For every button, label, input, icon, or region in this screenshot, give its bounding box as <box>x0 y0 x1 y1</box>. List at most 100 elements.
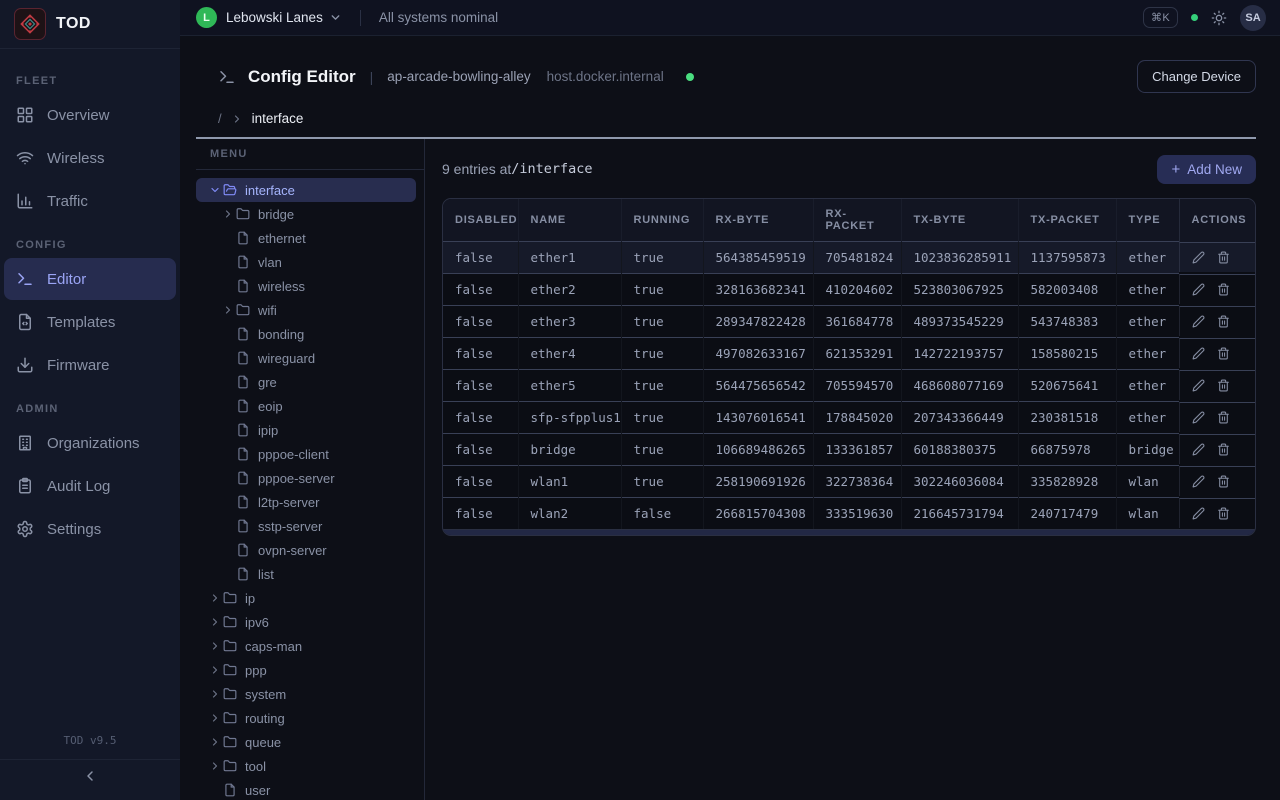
sidebar-item-audit-log[interactable]: Audit Log <box>4 465 176 507</box>
delete-button[interactable] <box>1217 283 1230 296</box>
tree-item-eoip[interactable]: eoip <box>196 394 416 418</box>
tree-item-sstp-server[interactable]: sstp-server <box>196 514 416 538</box>
edit-button[interactable] <box>1192 283 1205 296</box>
folder-icon <box>223 639 237 653</box>
cell-tx-packet: 582003408 <box>1017 273 1116 306</box>
edit-button[interactable] <box>1192 251 1205 264</box>
delete-button[interactable] <box>1217 443 1230 456</box>
tree-item-ovpn-server[interactable]: ovpn-server <box>196 538 416 562</box>
table-row-ether2: false ether2 true 328163682341 410204602 5238… <box>443 273 1255 306</box>
edit-button[interactable] <box>1192 379 1205 392</box>
sidebar-item-settings[interactable]: Settings <box>4 508 176 550</box>
chevron-right-icon[interactable] <box>219 208 236 220</box>
table-row-wlan2: false wlan2 false 266815704308 333519630 2166… <box>443 497 1255 529</box>
topbar-divider <box>359 9 361 26</box>
tree-item-ethernet[interactable]: ethernet <box>196 226 416 250</box>
add-new-button[interactable]: + Add New <box>1157 154 1256 184</box>
change-device-button[interactable]: Change Device <box>1137 60 1256 93</box>
sidebar-item-organizations[interactable]: Organizations <box>4 422 176 464</box>
tree-item-label: routing <box>245 710 285 726</box>
chevron-right-icon[interactable] <box>206 664 223 676</box>
sidebar-item-overview[interactable]: Overview <box>4 94 176 136</box>
chevron-down-icon[interactable] <box>206 184 223 196</box>
tree-item-caps-man[interactable]: caps-man <box>196 634 416 658</box>
org-switcher[interactable]: Lebowski Lanes <box>226 10 323 25</box>
edit-button[interactable] <box>1192 475 1205 488</box>
chevron-right-icon[interactable] <box>206 736 223 748</box>
tree-item-ppp[interactable]: ppp <box>196 658 416 682</box>
entries-summary: 9 entries at <box>442 161 512 177</box>
user-avatar[interactable]: SA <box>1240 4 1266 31</box>
theme-toggle-sun-icon[interactable] <box>1211 10 1227 26</box>
chevron-right-icon[interactable] <box>206 688 223 700</box>
edit-button[interactable] <box>1192 411 1205 424</box>
delete-button[interactable] <box>1217 251 1230 264</box>
chevron-right-icon[interactable] <box>206 712 223 724</box>
tree-item-bonding[interactable]: bonding <box>196 322 416 346</box>
collapse-sidebar-button[interactable] <box>82 768 98 784</box>
delete-button[interactable] <box>1217 315 1230 328</box>
cell-name: ether5 <box>517 369 621 402</box>
tree-item-wireguard[interactable]: wireguard <box>196 346 416 370</box>
tree-item-wifi[interactable]: wifi <box>196 298 416 322</box>
cell-actions <box>1179 337 1255 368</box>
chevron-right-icon[interactable] <box>206 616 223 628</box>
tree-item-wireless[interactable]: wireless <box>196 274 416 298</box>
delete-button[interactable] <box>1217 379 1230 392</box>
tree-item-queue[interactable]: queue <box>196 730 416 754</box>
tree-item-vlan[interactable]: vlan <box>196 250 416 274</box>
tree-item-ipip[interactable]: ipip <box>196 418 416 442</box>
delete-button[interactable] <box>1217 411 1230 424</box>
device-host: host.docker.internal <box>546 69 664 84</box>
sidebar-item-templates[interactable]: Templates <box>4 301 176 343</box>
tree-item-label: user <box>245 782 271 798</box>
tree-item-list[interactable]: list <box>196 562 416 586</box>
edit-button[interactable] <box>1192 443 1205 456</box>
delete-button[interactable] <box>1217 347 1230 360</box>
sidebar-item-label: Firmware <box>47 356 110 374</box>
edit-button[interactable] <box>1192 315 1205 328</box>
chevron-right-icon[interactable] <box>206 760 223 772</box>
file-icon <box>236 255 250 269</box>
interface-table: DISABLED NAME RUNNING RX-BYTE RX-PACKET TX-BY… <box>442 198 1256 536</box>
chevron-right-icon[interactable] <box>206 592 223 604</box>
tree-item-gre[interactable]: gre <box>196 370 416 394</box>
cell-tx-packet: 335828928 <box>1017 465 1116 498</box>
tree-item-interface[interactable]: interface <box>196 178 416 202</box>
tree-item-routing[interactable]: routing <box>196 706 416 730</box>
tree-item-ip[interactable]: ip <box>196 586 416 610</box>
file-code-icon <box>16 313 34 331</box>
tree-item-pppoe-server[interactable]: pppoe-server <box>196 466 416 490</box>
cell-actions <box>1179 433 1255 464</box>
edit-button[interactable] <box>1192 507 1205 520</box>
tree-item-ipv6[interactable]: ipv6 <box>196 610 416 634</box>
file-icon <box>236 351 250 365</box>
sidebar-item-editor[interactable]: Editor <box>4 258 176 300</box>
sidebar-item-firmware[interactable]: Firmware <box>4 344 176 386</box>
file-icon <box>236 495 250 509</box>
tree-item-system[interactable]: system <box>196 682 416 706</box>
cell-name: wlan1 <box>517 465 621 498</box>
tree-item-pppoe-client[interactable]: pppoe-client <box>196 442 416 466</box>
chevron-down-icon[interactable] <box>329 11 342 24</box>
tree-item-l2tp-server[interactable]: l2tp-server <box>196 490 416 514</box>
breadcrumb-root[interactable]: / <box>218 111 222 126</box>
edit-button[interactable] <box>1192 347 1205 360</box>
tree-item-tool[interactable]: tool <box>196 754 416 778</box>
column-header-rx-packet: RX-PACKET <box>812 199 901 242</box>
folder-icon <box>236 303 250 317</box>
sidebar-item-wireless[interactable]: Wireless <box>4 137 176 179</box>
sidebar-item-traffic[interactable]: Traffic <box>4 180 176 222</box>
page-header-left: Config Editor | ap-arcade-bowling-alley … <box>200 67 694 87</box>
chevron-right-icon[interactable] <box>206 640 223 652</box>
command-palette-kbd[interactable]: ⌘K <box>1143 7 1178 28</box>
tree-item-user[interactable]: user <box>196 778 416 800</box>
horizontal-scrollbar[interactable] <box>443 529 1255 535</box>
tree-item-bridge[interactable]: bridge <box>196 202 416 226</box>
delete-button[interactable] <box>1217 475 1230 488</box>
chevron-right-icon[interactable] <box>219 304 236 316</box>
folder-icon <box>223 735 237 749</box>
cell-disabled: false <box>443 465 518 498</box>
cell-disabled: false <box>443 433 518 466</box>
delete-button[interactable] <box>1217 507 1230 520</box>
